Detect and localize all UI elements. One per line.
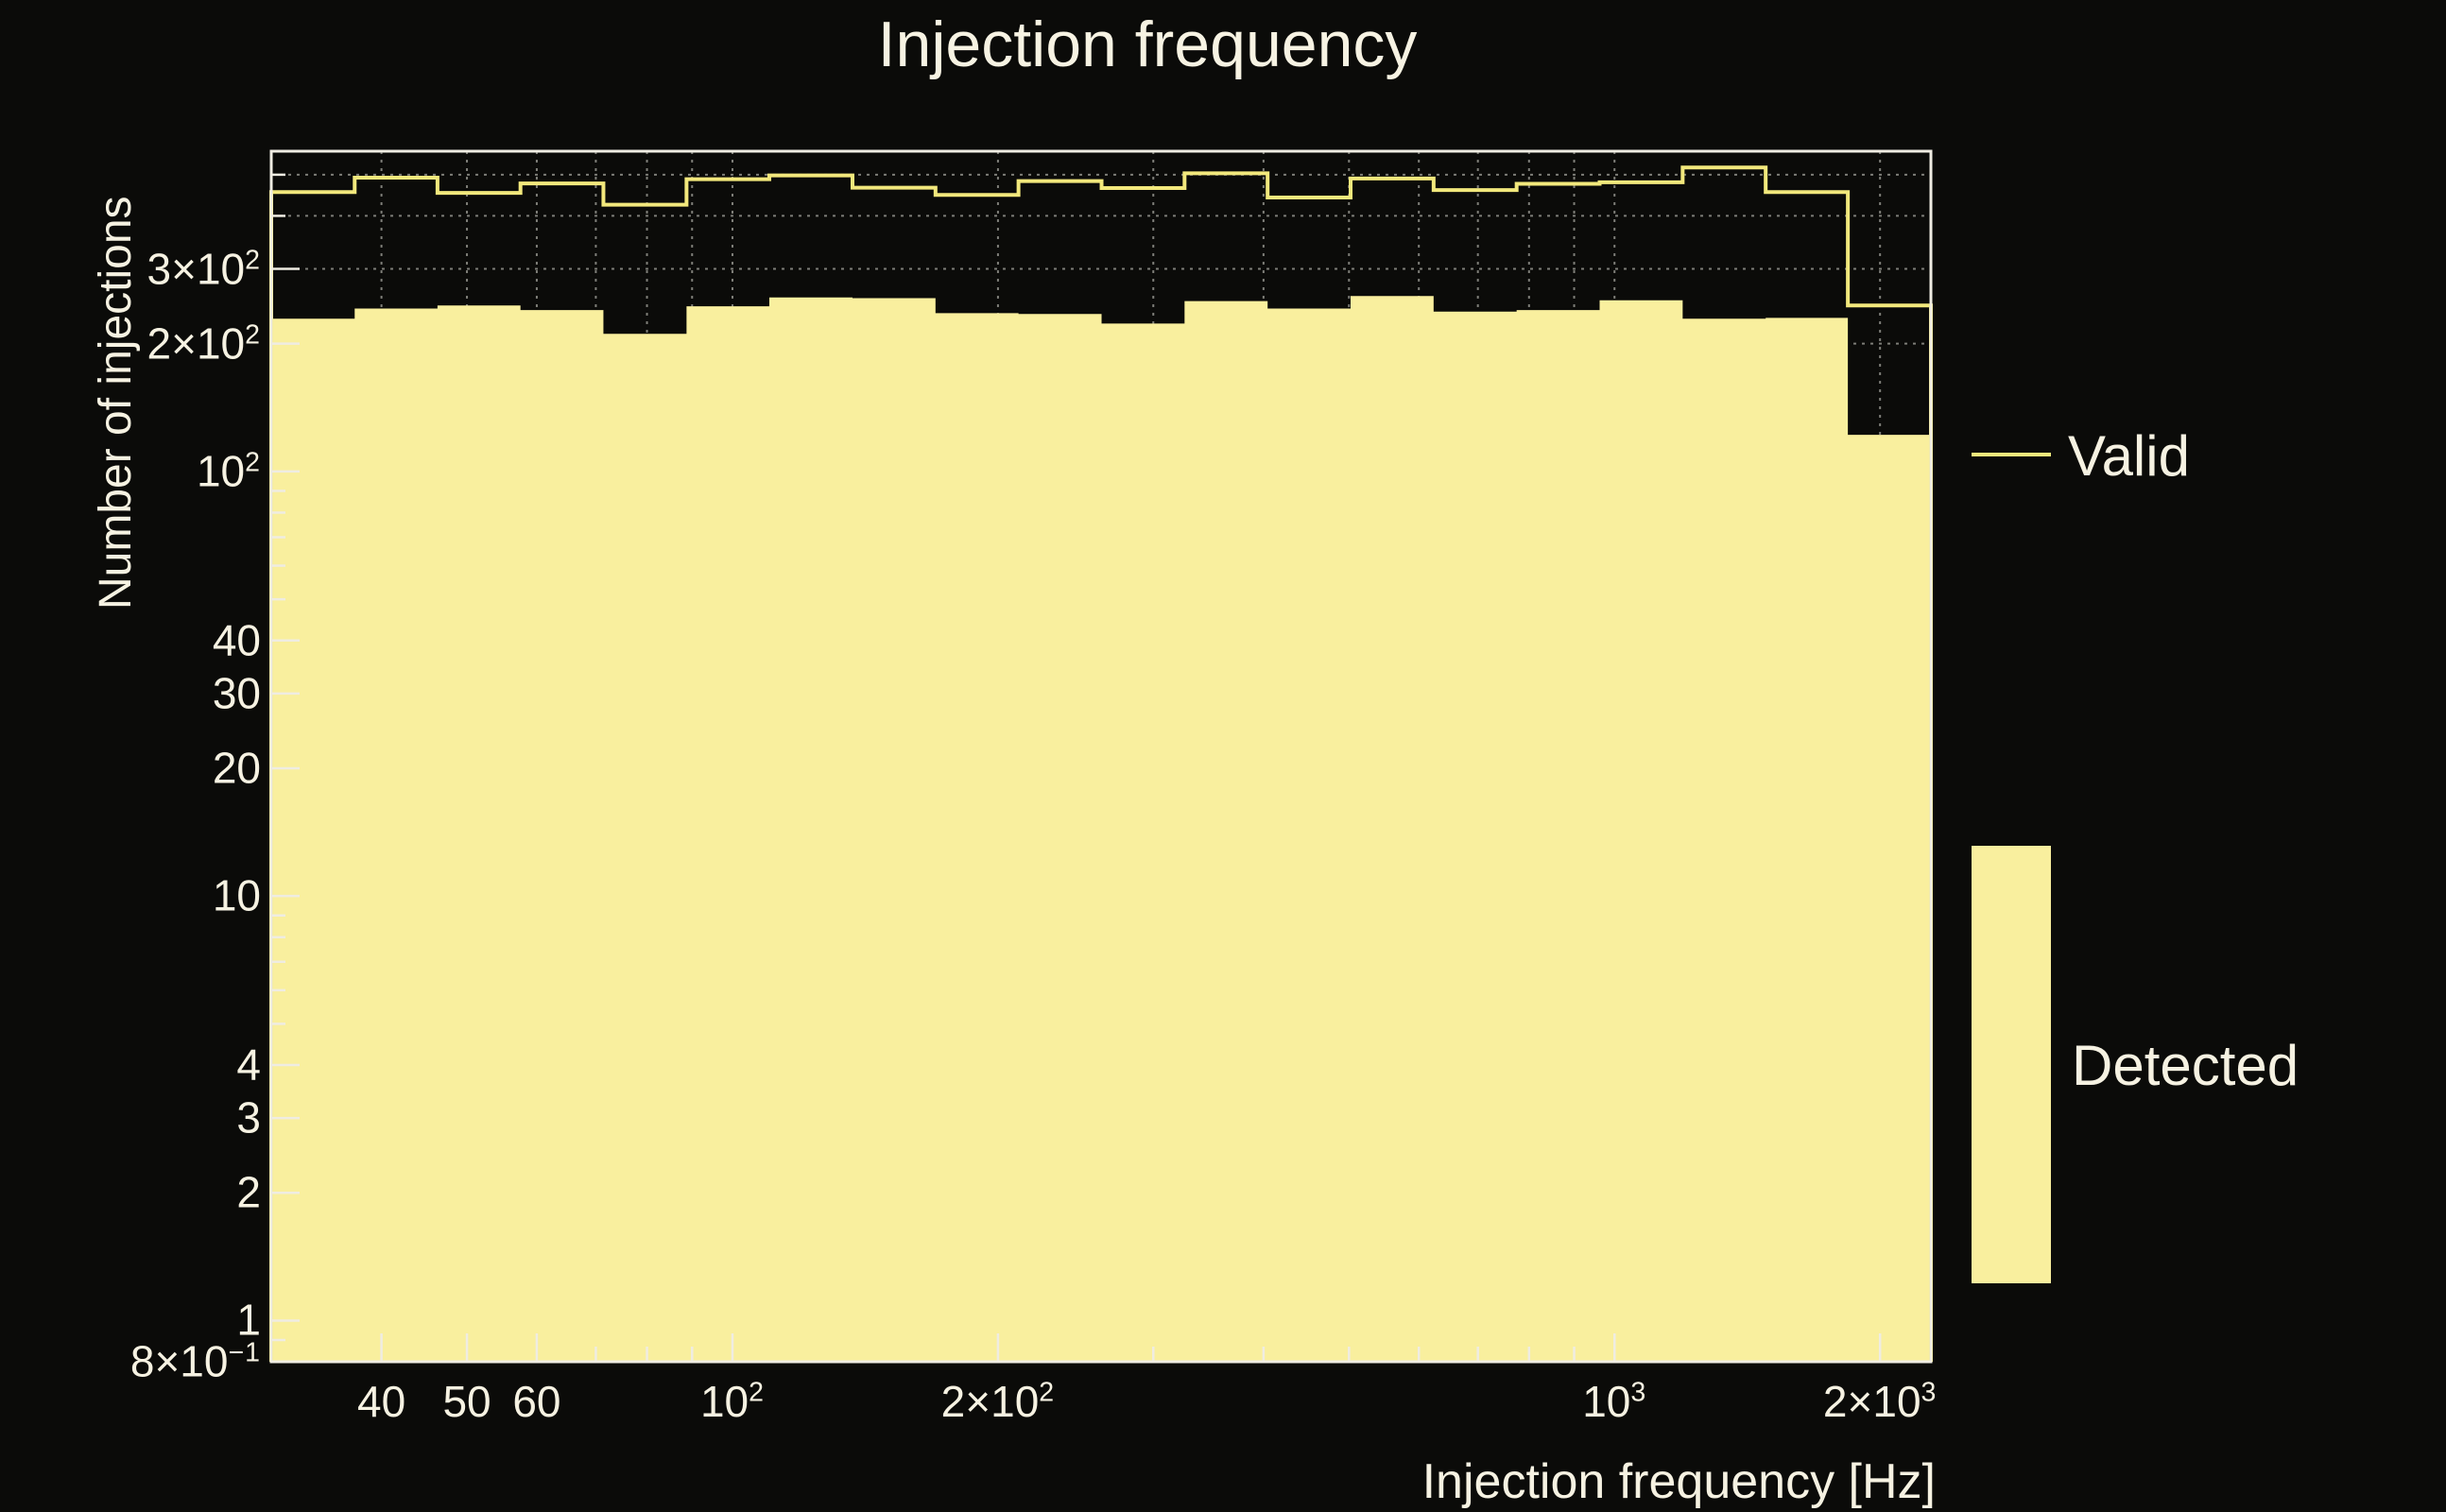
y-tick-label: 1 [236,1296,261,1346]
detected-histogram-fill [271,296,1931,1362]
axis-ticks [269,173,1882,1364]
histogram-series [269,165,1933,1362]
y-tick-label: 2×102 [146,318,261,369]
y-tick-label: 8×10−1 [129,1336,261,1386]
y-tick-label: 40 [212,615,261,665]
y-tick-label: 2 [236,1167,261,1217]
legend-label-valid: Valid [2068,424,2190,488]
y-tick-label: 3 [236,1092,261,1143]
y-tick-label: 3×102 [146,244,261,294]
x-tick-label: 40 [357,1377,406,1426]
valid-line-swatch [1972,453,2051,456]
chart-title: Injection frequency [877,9,1418,80]
x-axis-title: Injection frequency [Hz] [1421,1454,1936,1509]
y-tick-label: 20 [212,743,261,793]
y-tick-label: 102 [196,446,261,496]
x-tick-label: 103 [1582,1377,1647,1426]
x-tick-label: 50 [442,1377,491,1426]
x-tick-label: 60 [512,1377,561,1426]
detected-fill-swatch [1972,846,2051,1283]
y-tick-label: 4 [236,1040,261,1090]
y-tick-label: 30 [212,668,261,718]
frame-rect [269,149,1933,1364]
plot-frame [269,149,1933,1364]
y-axis-title: Number of injections [91,196,141,610]
legend-label-detected: Detected [2072,1034,2300,1097]
x-tick-label: 2×102 [940,1377,1056,1426]
y-tick-label: 10 [212,870,261,920]
x-tick-label: 2×103 [1822,1377,1938,1426]
x-tick-label: 102 [699,1377,765,1426]
valid-histogram-line [269,165,1933,1362]
